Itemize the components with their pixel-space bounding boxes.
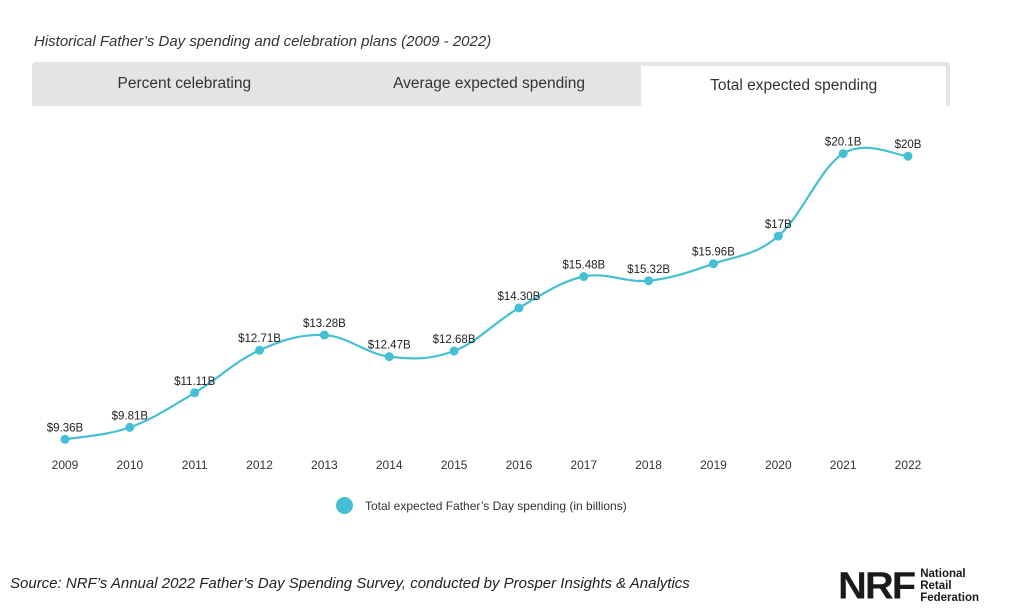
data-label-2014: $12.47B [368, 340, 411, 352]
x-tick-2016: 2016 [506, 458, 533, 472]
data-point-2022[interactable] [903, 151, 913, 161]
data-point-2016[interactable] [514, 303, 524, 313]
data-point-2015[interactable] [449, 346, 459, 356]
data-point-2014[interactable] [384, 352, 394, 362]
x-tick-2012: 2012 [246, 458, 273, 472]
data-label-2019: $15.96B [692, 247, 735, 259]
x-tick-2018: 2018 [635, 458, 662, 472]
data-label-2010: $9.81B [112, 410, 149, 422]
data-point-2012[interactable] [255, 345, 265, 355]
data-label-2012: $12.71B [238, 333, 281, 345]
x-tick-2021: 2021 [830, 458, 857, 472]
x-tick-2009: 2009 [52, 458, 79, 472]
data-point-2010[interactable] [125, 422, 135, 432]
logo-text-line-3: Federation [920, 592, 980, 604]
data-point-2013[interactable] [319, 330, 329, 340]
data-point-2020[interactable] [773, 231, 783, 241]
logo-text-line-1: National [920, 568, 966, 580]
nrf-logo: NRF National Retail Federation [838, 566, 979, 606]
data-label-2009: $9.36B [47, 422, 84, 434]
legend-swatch [336, 497, 353, 514]
data-point-2011[interactable] [190, 388, 200, 398]
data-label-2017: $15.48B [562, 260, 605, 272]
data-label-2015: $12.68B [433, 334, 476, 346]
x-tick-2019: 2019 [700, 458, 727, 472]
data-label-2022: $20B [895, 139, 922, 151]
tab-total-expected-spending[interactable]: Total expected spending [641, 66, 947, 106]
x-axis-ticks: 2009 2010 2011 2012 2013 2014 2015 2016 2017 2018… [52, 458, 922, 472]
x-tick-2010: 2010 [116, 458, 143, 472]
tab-percent-celebrating[interactable]: Percent celebrating [117, 75, 252, 92]
logo-text-line-2: Retail [920, 580, 952, 592]
logo-text: National Retail Federation [920, 568, 979, 604]
data-label-2021: $20.1B [825, 137, 862, 149]
x-tick-2017: 2017 [570, 458, 597, 472]
x-tick-2014: 2014 [376, 458, 403, 472]
x-tick-2015: 2015 [441, 458, 468, 472]
data-label-2013: $13.28B [303, 318, 346, 330]
data-point-2018[interactable] [644, 276, 654, 286]
legend-label: Total expected Father’s Day spending (in… [365, 498, 627, 513]
chart-title: Historical Father’s Day spending and cel… [34, 33, 492, 50]
x-tick-2011: 2011 [182, 458, 208, 472]
source-note: Source: NRF’s Annual 2022 Father’s Day S… [10, 575, 690, 592]
data-point-2019[interactable] [708, 259, 718, 269]
data-labels: $9.36B $9.81B $11.11B $12.71B $13.28B $12.47B… [47, 137, 922, 435]
data-label-2011: $11.11B [174, 376, 215, 388]
data-label-2016: $14.30B [497, 291, 540, 303]
data-point-2017[interactable] [579, 272, 589, 282]
tab-bar: Percent celebrating Average expected spe… [32, 62, 950, 106]
data-label-2018: $15.32B [627, 264, 670, 276]
tab-average-expected-spending[interactable]: Average expected spending [393, 75, 585, 92]
x-tick-2013: 2013 [311, 458, 338, 472]
data-points [60, 149, 913, 444]
line-chart: 2009 2010 2011 2012 2013 2014 2015 2016 2017 2018… [47, 137, 922, 472]
logo-mark: NRF [838, 565, 916, 607]
legend[interactable]: Total expected Father’s Day spending (in… [336, 497, 627, 514]
x-tick-2020: 2020 [765, 458, 792, 472]
data-point-2021[interactable] [838, 149, 848, 159]
x-tick-2022: 2022 [895, 458, 922, 472]
data-point-2009[interactable] [60, 434, 70, 444]
data-label-2020: $17B [765, 219, 792, 231]
